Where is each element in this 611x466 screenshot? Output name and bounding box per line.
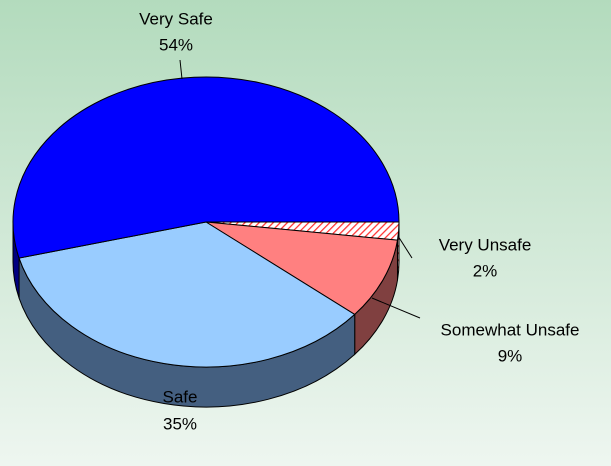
slice [205,221,399,316]
leader-line [397,235,413,259]
slice [18,221,356,368]
slice-value: 2% [473,261,498,280]
pie [12,76,400,408]
slice-label: Very Safe [139,9,213,28]
slice-value: 54% [159,35,193,54]
leader-line [371,297,421,319]
leader-line [179,59,183,80]
slice-value: 9% [498,346,523,365]
slice-label: Very Unsafe [439,235,532,254]
slice-label: Somewhat Unsafe [441,320,580,339]
slice-label: Safe [163,387,198,406]
slice-value: 35% [163,414,197,433]
